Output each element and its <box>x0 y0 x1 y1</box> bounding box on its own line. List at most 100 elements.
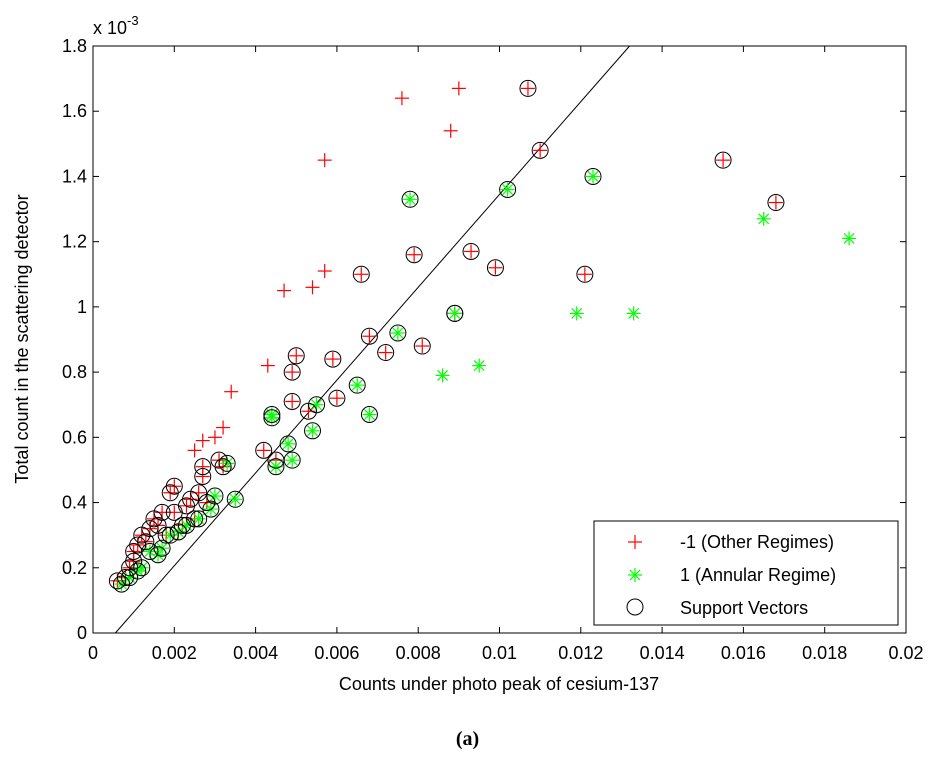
support-vector-circle <box>165 477 183 495</box>
support-vector-circle <box>584 167 602 185</box>
support-vector-circle <box>499 180 517 198</box>
data-point-other-regimes <box>224 384 239 399</box>
support-vector-circle <box>486 259 504 277</box>
x-tick-label: 0.008 <box>396 643 441 663</box>
data-point-annular-regime <box>500 182 515 197</box>
figure-caption: (a) <box>455 728 480 750</box>
x-tick-label: 0.004 <box>233 643 278 663</box>
y-exponent-label: x 10-3 <box>93 13 139 38</box>
data-point-other-regimes <box>768 195 783 210</box>
data-point-other-regimes <box>378 345 393 360</box>
data-point-annular-regime <box>472 358 487 373</box>
support-vector-circle <box>263 409 281 427</box>
support-vector-circle <box>153 539 171 557</box>
legend-marker-other-regimes <box>628 535 642 549</box>
support-vector-circle <box>308 396 326 414</box>
data-point-annular-regime <box>447 306 462 321</box>
y-axis-label: Total count in the scattering detector <box>12 194 32 483</box>
support-vector-circle <box>287 347 305 365</box>
y-tick-label: 1.2 <box>62 232 87 252</box>
y-tick-label: 1.6 <box>62 101 87 121</box>
support-vector-circle <box>401 190 419 208</box>
support-vector-circle <box>283 363 301 381</box>
y-tick-label: 0 <box>77 623 87 643</box>
legend-marker-annular-regime <box>628 568 642 582</box>
decision-boundary-line <box>114 45 630 634</box>
y-tick-label: 0.4 <box>62 493 87 513</box>
support-vector-circle <box>413 337 431 355</box>
x-tick-label: 0.02 <box>888 643 923 663</box>
support-vector-circle <box>137 533 155 551</box>
support-vector-circle <box>360 327 378 345</box>
support-vector-circle <box>157 526 175 544</box>
x-tick-label: 0.012 <box>558 643 603 663</box>
data-point-annular-regime <box>207 489 222 504</box>
data-point-other-regimes <box>317 264 332 279</box>
legend-label-annular-regime: 1 (Annular Regime) <box>680 565 836 585</box>
data-point-other-regimes <box>362 329 377 344</box>
support-vector-circle <box>267 458 285 476</box>
x-tick-label: 0.01 <box>482 643 517 663</box>
support-vector-circle <box>141 520 159 538</box>
data-point-other-regimes <box>451 81 466 96</box>
data-point-other-regimes <box>195 433 210 448</box>
support-vector-circle <box>767 194 785 212</box>
data-point-other-regimes <box>256 443 271 458</box>
support-vector-circle <box>153 503 171 521</box>
data-point-other-regimes <box>577 267 592 282</box>
data-point-other-regimes <box>329 391 344 406</box>
support-vector-circle <box>133 559 151 577</box>
data-point-annular-regime <box>305 423 320 438</box>
support-vector-circle <box>214 458 232 476</box>
data-point-other-regimes <box>464 244 479 259</box>
x-tick-label: 0.016 <box>721 643 766 663</box>
y-tick-label: 0.6 <box>62 427 87 447</box>
support-vector-circle <box>255 441 273 459</box>
x-tick-label: 0.018 <box>802 643 847 663</box>
support-vector-circle <box>519 79 537 97</box>
x-axis-label: Counts under photo peak of cesium-137 <box>339 674 659 694</box>
data-point-other-regimes <box>394 91 409 106</box>
data-point-other-regimes <box>317 153 332 168</box>
support-vector-circle <box>377 344 395 362</box>
data-point-annular-regime <box>569 306 584 321</box>
data-point-annular-regime <box>285 453 300 468</box>
data-point-other-regimes <box>195 459 210 474</box>
legend-label-other-regimes: -1 (Other Regimes) <box>680 532 834 552</box>
support-vector-circle <box>202 500 220 518</box>
support-vector-circle <box>161 526 179 544</box>
data-point-other-regimes <box>520 81 535 96</box>
data-point-other-regimes <box>716 153 731 168</box>
support-vector-circle <box>218 454 236 472</box>
support-vector-circle <box>405 246 423 264</box>
support-vector-circle <box>226 490 244 508</box>
legend-label-support-vectors: Support Vectors <box>680 598 808 618</box>
support-vector-circle <box>324 350 342 368</box>
data-point-other-regimes <box>216 420 231 435</box>
data-point-annular-regime <box>228 492 243 507</box>
support-vector-circle <box>129 562 147 580</box>
legend-box <box>593 520 899 626</box>
support-vector-circle <box>279 435 297 453</box>
support-vector-circle <box>360 406 378 424</box>
support-vector-circle <box>446 304 464 322</box>
data-point-annular-regime <box>362 407 377 422</box>
support-vector-circle <box>576 265 594 283</box>
data-point-other-regimes <box>167 505 182 520</box>
support-vector-circle <box>141 542 159 560</box>
x-tick-label: 0.006 <box>314 643 359 663</box>
y-tick-label: 1 <box>77 297 87 317</box>
data-point-annular-regime <box>756 211 771 226</box>
data-point-other-regimes <box>488 260 503 275</box>
data-point-annular-regime <box>309 397 324 412</box>
scatter-chart: 0 0.002 0.004 0.006 0.008 0.01 0.012 0.014 0.016… <box>12 13 924 694</box>
x-tick-label: 0 <box>88 643 98 663</box>
data-point-other-regimes <box>443 123 458 138</box>
support-vector-circle <box>531 141 549 159</box>
legend-marker-support-vectors <box>626 598 644 616</box>
legend: -1 (Other Regimes) 1 (Annular Regime) Su… <box>593 520 899 626</box>
support-vector-circle <box>304 422 322 440</box>
support-vector-circle <box>194 467 212 485</box>
y-tick-label: 0.2 <box>62 558 87 578</box>
y-tick-label: 1.8 <box>62 36 87 56</box>
